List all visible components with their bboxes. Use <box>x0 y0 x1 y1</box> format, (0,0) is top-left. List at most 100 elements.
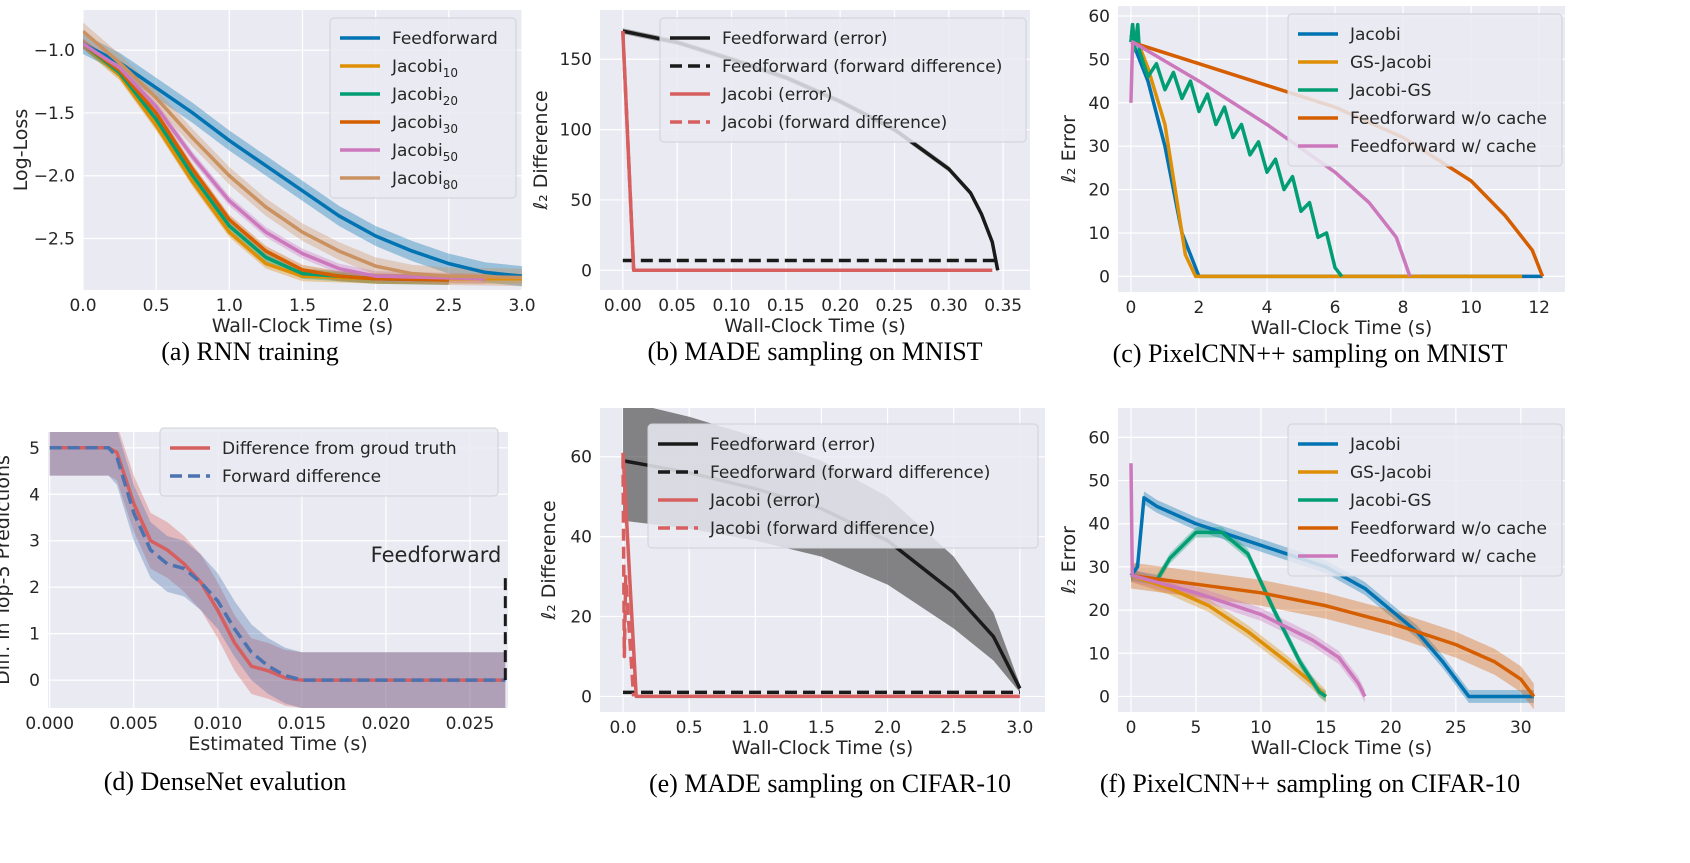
y-tick-label: 60 <box>570 448 592 468</box>
x-tick-label: 2.0 <box>874 718 901 738</box>
y-tick-label: −1.0 <box>34 41 75 61</box>
legend-label: Feedforward w/ cache <box>1350 547 1537 567</box>
x-tick-label: 0.015 <box>278 714 327 734</box>
legend-label-text: Feedforward w/ cache <box>1350 137 1537 157</box>
legend: Difference from groud truth Forward diffe… <box>159 427 499 497</box>
legend: Jacobi GS-Jacobi Jacobi-GS Feedforward w/o … <box>1287 13 1563 167</box>
y-tick-label: 20 <box>1088 601 1110 621</box>
legend-box <box>1287 423 1563 577</box>
x-tick-label: 5 <box>1191 718 1202 738</box>
chart-a: 0.0 0.5 1.0 1.5 2.0 2.5 3.0 −1.0 −1.5 −2.0 −2.5 Wal… <box>10 10 536 366</box>
legend-label: Jacobi50 <box>391 141 458 164</box>
legend-label: GS-Jacobi <box>1350 463 1432 483</box>
x-tick-label: 0.5 <box>676 718 703 738</box>
x-tick-label: 10 <box>1460 298 1482 318</box>
series-line <box>83 42 486 281</box>
y-tick-label: 60 <box>1088 428 1110 448</box>
legend-label: Jacobi20 <box>391 85 458 108</box>
series-band <box>83 33 522 287</box>
y-tick-label: 50 <box>1088 472 1110 492</box>
x-axis-label: Wall-Clock Time (s) <box>1251 737 1433 759</box>
legend-label: Jacobi-GS <box>1349 81 1431 101</box>
chart-e: 0.0 0.5 1.0 1.5 2.0 2.5 3.0 0 20 40 60 Wall-Clock T… <box>538 408 1045 798</box>
legend-label-subscript: 20 <box>443 94 458 108</box>
y-tick-label: −2.5 <box>34 230 75 250</box>
y-tick-label: 0 <box>29 671 40 691</box>
legend-label-text: Jacobi (error) <box>721 85 833 105</box>
x-tick-label: 1.0 <box>742 718 769 738</box>
plot-area <box>83 22 522 287</box>
legend-label: Jacobi <box>1349 25 1401 45</box>
legend-label-text: Jacobi-GS <box>1349 491 1431 511</box>
chart-caption: (d) DenseNet evalution <box>104 767 347 796</box>
chart-caption: (b) MADE sampling on MNIST <box>647 337 982 366</box>
legend-label: Jacobi30 <box>391 113 458 136</box>
series-line <box>621 456 636 697</box>
legend-label-text: Jacobi <box>1349 25 1401 45</box>
y-tick-label: 10 <box>1088 644 1110 664</box>
legend-label: Jacobi (error) <box>709 491 821 511</box>
legend-label: Feedforward (error) <box>722 29 888 49</box>
x-tick-label: 15 <box>1315 718 1337 738</box>
series-line <box>83 30 522 280</box>
x-tick-label: 30 <box>1510 718 1532 738</box>
legend: Feedforward (error) Feedforward (forward … <box>659 17 1027 143</box>
series-line <box>49 446 506 682</box>
x-axis-label: Wall-Clock Time (s) <box>212 315 394 337</box>
legend-label: Feedforward (error) <box>710 435 876 455</box>
x-tick-label: 3.0 <box>1006 718 1033 738</box>
legend-label-text: Feedforward w/ cache <box>1350 547 1537 567</box>
legend-label: Jacobi (forward difference) <box>709 519 935 539</box>
legend-box <box>329 17 517 199</box>
legend-label-text: Jacobi <box>1349 435 1401 455</box>
y-axis-label: ℓ₂ Difference <box>530 90 552 210</box>
series-line <box>1129 22 1344 278</box>
y-tick-label: 60 <box>1088 7 1110 27</box>
legend-label: Jacobi-GS <box>1349 491 1431 511</box>
y-tick-label: 2 <box>29 578 40 598</box>
legend-label-text: Feedforward (forward difference) <box>710 463 990 483</box>
y-tick-label: 3 <box>29 532 40 552</box>
legend-label: Jacobi (error) <box>721 85 833 105</box>
legend-box <box>159 427 499 497</box>
y-tick-label: 0 <box>1099 267 1110 287</box>
legend-label-text: Feedforward w/o cache <box>1350 109 1547 129</box>
legend-label-text: Feedforward <box>392 29 498 49</box>
x-tick-label: 0.010 <box>193 714 242 734</box>
legend-label: Feedforward <box>392 29 498 49</box>
y-tick-label: 50 <box>1088 50 1110 70</box>
x-tick-label: 1.5 <box>289 296 316 316</box>
x-tick-label: 0.020 <box>362 714 411 734</box>
y-tick-label: 40 <box>570 528 592 548</box>
legend-label-text: Forward difference <box>222 467 381 487</box>
legend-label: Feedforward w/ cache <box>1350 137 1537 157</box>
x-tick-label: 0.5 <box>143 296 170 316</box>
series-line <box>621 452 1020 699</box>
legend-label-text: Feedforward (forward difference) <box>722 57 1002 77</box>
y-tick-label: 100 <box>560 121 592 141</box>
y-tick-label: 20 <box>1088 181 1110 201</box>
legend-label-text: Jacobi (forward difference) <box>709 519 935 539</box>
legend-label-text: Difference from groud truth <box>222 439 457 459</box>
chart-caption: (a) RNN training <box>161 337 339 366</box>
legend-label-subscript: 10 <box>443 66 458 80</box>
x-tick-label: 0.30 <box>930 296 968 316</box>
y-tick-label: 40 <box>1088 515 1110 535</box>
y-tick-label: −2.0 <box>34 167 75 187</box>
y-tick-label: 5 <box>29 439 40 459</box>
y-tick-label: 50 <box>570 191 592 211</box>
y-axis-label: ℓ₂ Error <box>1058 115 1080 184</box>
y-tick-label: 150 <box>560 50 592 70</box>
y-tick-label: 0 <box>581 687 592 707</box>
y-tick-label: 4 <box>29 485 40 505</box>
legend-box <box>1287 13 1563 167</box>
x-tick-label: 2.5 <box>940 718 967 738</box>
legend-label: Jacobi (forward difference) <box>721 113 947 133</box>
legend-label: Jacobi10 <box>391 57 458 80</box>
legend-label: Forward difference <box>222 467 381 487</box>
legend-label-text: Jacobi <box>391 113 443 133</box>
y-tick-label: 1 <box>29 625 40 645</box>
legend-label-text: Feedforward (error) <box>722 29 888 49</box>
y-axis-label: ℓ₂ Difference <box>538 500 560 620</box>
legend-label-subscript: 30 <box>443 122 458 136</box>
